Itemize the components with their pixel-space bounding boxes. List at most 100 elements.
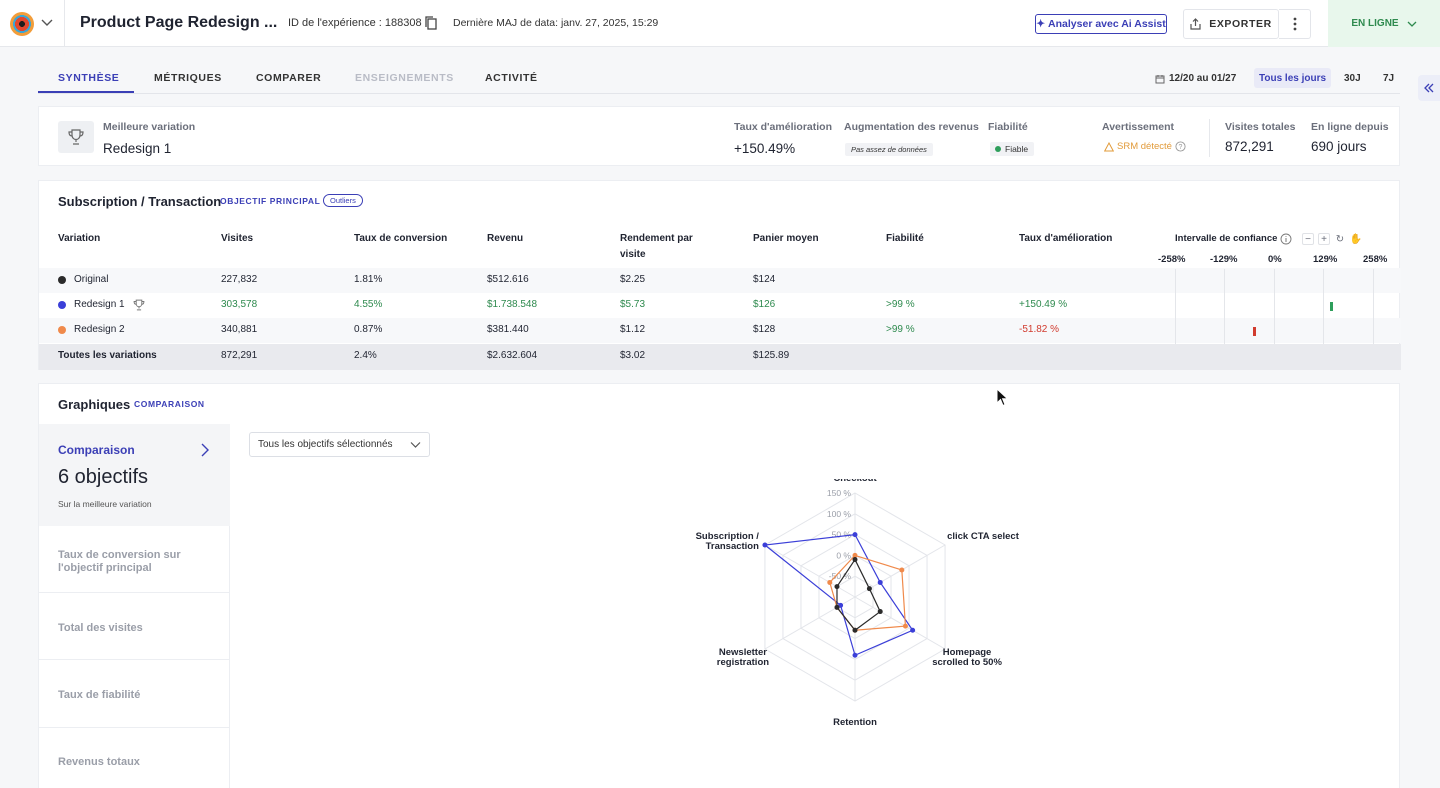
tab-metriques[interactable]: MÉTRIQUES bbox=[154, 72, 222, 84]
col-rpv-line1: Rendement par bbox=[620, 233, 693, 244]
col-reliability: Fiabilité bbox=[886, 233, 924, 244]
export-icon bbox=[1190, 18, 1201, 30]
ci-tick: 129% bbox=[1313, 254, 1338, 265]
status-dropdown[interactable]: EN LIGNE bbox=[1328, 0, 1440, 47]
copy-icon[interactable] bbox=[424, 16, 438, 30]
conversion-cell: 4.55% bbox=[354, 299, 383, 310]
total-visits-value: 872,291 bbox=[1225, 139, 1274, 154]
comparison-note: Sur la meilleure variation bbox=[58, 499, 152, 509]
comparison-tag: COMPARAISON bbox=[134, 399, 205, 409]
svg-text:?: ? bbox=[1178, 144, 1182, 151]
chevron-down-icon bbox=[410, 442, 421, 448]
table-row[interactable]: Redesign 2 340,881 0.87% $381.440 $1.12 … bbox=[39, 318, 1401, 343]
summary-card: Meilleure variation Redesign 1 Taux d'am… bbox=[38, 106, 1400, 166]
outliers-badge[interactable]: Outliers bbox=[323, 194, 363, 207]
warning-label: Avertissement bbox=[1102, 121, 1174, 133]
header-divider bbox=[64, 0, 65, 47]
radar-spoke bbox=[764, 544, 856, 598]
app-logo[interactable] bbox=[10, 12, 34, 36]
revenue-cell: $512.616 bbox=[487, 274, 529, 285]
radar-spoke bbox=[854, 596, 946, 650]
chevron-down-icon[interactable] bbox=[40, 15, 54, 29]
pan-button[interactable]: ✋ bbox=[1350, 233, 1362, 245]
info-icon[interactable] bbox=[1280, 233, 1292, 245]
radar-axis-label: Homepage scrolled to 50% bbox=[932, 647, 1002, 668]
zoom-in-button[interactable]: + bbox=[1318, 233, 1330, 245]
export-label: EXPORTER bbox=[1209, 18, 1272, 30]
col-average-cart: Panier moyen bbox=[753, 233, 819, 244]
ci-tick: 258% bbox=[1363, 254, 1388, 265]
refresh-icon: ↻ bbox=[1335, 233, 1345, 245]
period-all-days[interactable]: Tous les jours bbox=[1254, 68, 1332, 88]
side-item-comparison[interactable]: Comparaison 6 objectifs Sur la meilleure… bbox=[39, 424, 230, 526]
ci-bar-redesign-2 bbox=[1252, 327, 1256, 336]
average-cart-cell: $124 bbox=[753, 274, 776, 285]
comparison-value: 6 objectifs bbox=[58, 466, 149, 488]
trophy-icon bbox=[68, 129, 84, 145]
side-divider bbox=[39, 659, 230, 660]
date-range-picker[interactable]: 12/20 au 01/27 bbox=[1155, 73, 1236, 84]
srm-warning[interactable]: SRM détecté ? bbox=[1104, 141, 1186, 152]
kebab-menu-icon bbox=[1293, 17, 1296, 31]
radar-axis-label: Access toCheckout bbox=[833, 479, 878, 484]
goal-table-card: Subscription / Transaction OBJECTIF PRIN… bbox=[38, 180, 1401, 370]
period-30-days[interactable]: 30J bbox=[1344, 72, 1361, 84]
chevron-right-icon bbox=[201, 443, 209, 457]
more-options-button[interactable] bbox=[1279, 9, 1311, 39]
col-revenue: Revenu bbox=[487, 233, 524, 244]
side-item-total-revenue[interactable]: Revenus totaux bbox=[58, 756, 140, 768]
status-label: EN LIGNE bbox=[1351, 18, 1399, 29]
export-button[interactable]: EXPORTER bbox=[1183, 9, 1279, 39]
plus-icon: + bbox=[1321, 233, 1327, 245]
status-dot bbox=[995, 146, 1001, 152]
calendar-icon bbox=[1155, 74, 1165, 83]
side-item-conversion-rate[interactable]: Taux de conversion sur l'objectif princi… bbox=[58, 549, 181, 574]
radar-tick-label: 150 % bbox=[827, 488, 852, 498]
radar-point bbox=[910, 627, 916, 633]
tab-comparer[interactable]: COMPARER bbox=[256, 72, 322, 84]
help-icon[interactable]: ? bbox=[1175, 141, 1186, 152]
last-update: Dernière MAJ de data: janv. 27, 2025, 15… bbox=[453, 17, 659, 29]
online-since-value: 690 jours bbox=[1311, 139, 1367, 154]
rpv-cell: $2.25 bbox=[620, 274, 646, 285]
table-row[interactable]: Original 227,832 1.81% $512.616 $2.25 $1… bbox=[39, 268, 1401, 293]
reset-button[interactable]: ↻ bbox=[1334, 233, 1346, 245]
radar-axis-label: Retention bbox=[833, 717, 877, 728]
reliability-badge: Fiable bbox=[990, 142, 1035, 156]
total-label: Toutes les variations bbox=[58, 350, 157, 361]
rpv-cell: $3.02 bbox=[620, 350, 646, 361]
collapse-panel-button[interactable] bbox=[1418, 75, 1440, 101]
col-rpv: Rendement par visite bbox=[620, 231, 693, 263]
period-7-days[interactable]: 7J bbox=[1383, 72, 1395, 84]
radar-point bbox=[877, 609, 883, 615]
visits-cell: 303,578 bbox=[221, 299, 258, 310]
charts-title: Graphiques bbox=[58, 397, 131, 412]
goals-select[interactable]: Tous les objectifs sélectionnés bbox=[249, 432, 430, 457]
zoom-out-button[interactable]: − bbox=[1302, 233, 1314, 245]
side-item-reliability-rate[interactable]: Taux de fiabilité bbox=[58, 689, 141, 701]
col-rpv-line2: visite bbox=[620, 249, 646, 260]
visits-cell: 227,832 bbox=[221, 274, 258, 285]
experience-id: ID de l'expérience : 188308 bbox=[288, 17, 422, 29]
visits-cell: 872,291 bbox=[221, 350, 258, 361]
ci-gridline bbox=[1274, 269, 1275, 344]
table-row[interactable]: Redesign 1 303,578 4.55% $1.738.548 $5.7… bbox=[39, 293, 1401, 318]
radar-point bbox=[866, 586, 872, 592]
tab-activite[interactable]: ACTIVITÉ bbox=[485, 72, 538, 84]
revenue-increase-label: Augmentation des revenus bbox=[844, 121, 979, 133]
reliability-cell: >99 % bbox=[886, 299, 915, 310]
warning-icon bbox=[1104, 141, 1114, 151]
total-visits-label: Visites totales bbox=[1225, 121, 1296, 133]
active-tab-indicator bbox=[38, 91, 134, 93]
col-conversion: Taux de conversion bbox=[354, 233, 448, 244]
table-total-row: Toutes les variations 872,291 2.4% $2.63… bbox=[39, 344, 1401, 370]
ci-chart bbox=[39, 269, 1401, 344]
conversion-cell: 1.81% bbox=[354, 274, 383, 285]
radar-point bbox=[762, 542, 768, 548]
ai-assist-button[interactable]: ✦ Analyser avec Ai Assist bbox=[1035, 14, 1167, 34]
side-item-total-visits[interactable]: Total des visites bbox=[58, 622, 143, 634]
top-bar: Product Page Redesign ... ID de l'expéri… bbox=[0, 0, 1440, 47]
tab-enseignements: ENSEIGNEMENTS bbox=[355, 72, 454, 84]
tab-synthese[interactable]: SYNTHÈSE bbox=[58, 72, 120, 84]
radar-tick-label: 0 % bbox=[836, 550, 851, 560]
